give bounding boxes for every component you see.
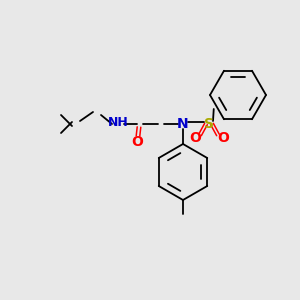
Text: NH: NH bbox=[108, 116, 128, 130]
Text: O: O bbox=[131, 135, 143, 149]
Text: O: O bbox=[217, 131, 229, 145]
Text: O: O bbox=[189, 131, 201, 145]
Text: S: S bbox=[204, 117, 214, 131]
Text: N: N bbox=[177, 117, 189, 131]
